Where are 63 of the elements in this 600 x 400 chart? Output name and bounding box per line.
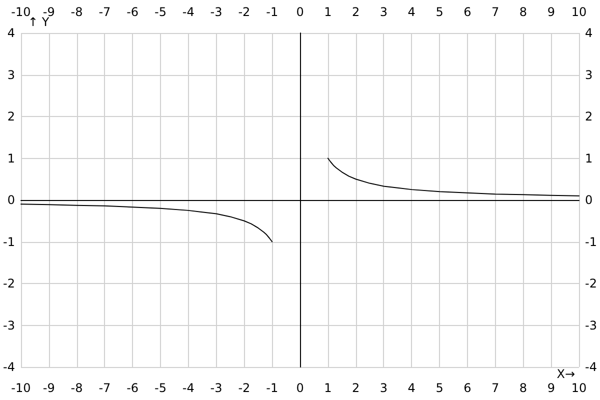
x2-tick-label: 9 — [547, 5, 555, 19]
x2-tick-label: -6 — [126, 5, 139, 19]
y-axis-title: ↑ Y — [28, 15, 50, 29]
x-tick-label: 2 — [352, 381, 360, 395]
y2-tick-label: 3 — [585, 68, 593, 82]
y-tick-label: 3 — [7, 68, 15, 82]
x-tick-label: 5 — [436, 381, 444, 395]
x-tick-label: -7 — [98, 381, 111, 395]
x-tick-label: -9 — [42, 381, 55, 395]
y-tick-label: -4 — [2, 360, 15, 374]
y2-tick-label: 4 — [585, 26, 593, 40]
x2-tick-label: 4 — [408, 5, 416, 19]
y2-tick-label: 0 — [585, 193, 593, 207]
x-tick-label: 0 — [296, 381, 304, 395]
x2-tick-label: 1 — [324, 5, 332, 19]
x-tick-label: -10 — [11, 381, 31, 395]
x2-tick-label: -1 — [266, 5, 278, 19]
y2-tick-label: -1 — [585, 234, 598, 249]
y-tick-label: 2 — [7, 110, 15, 124]
line-series — [20, 204, 273, 242]
x-tick-label: -6 — [126, 381, 139, 395]
x-tick-label: -4 — [182, 381, 194, 395]
x2-tick-label: 10 — [571, 5, 587, 19]
x-tick-label: -8 — [70, 381, 83, 395]
x-tick-label: 1 — [324, 381, 332, 395]
x-tick-label: 3 — [380, 381, 388, 395]
x2-tick-label: 3 — [380, 5, 388, 19]
x-tick-label: 4 — [408, 381, 416, 395]
y-tick-label: -2 — [2, 276, 15, 290]
x-tick-label: -5 — [154, 381, 166, 395]
y2-tick-label: -3 — [585, 318, 598, 332]
x-tick-label: 7 — [492, 381, 500, 395]
x2-tick-label: -5 — [154, 5, 166, 19]
x2-tick-label: 6 — [464, 5, 472, 19]
x2-tick-label: 7 — [492, 5, 500, 19]
x2-tick-label: -3 — [210, 5, 222, 19]
x2-tick-label: -2 — [238, 5, 250, 19]
x-tick-label: -1 — [266, 381, 278, 395]
x-tick-label: -3 — [210, 381, 222, 395]
line-series — [327, 158, 580, 196]
y-tick-label: 0 — [7, 193, 15, 207]
x-tick-label: -2 — [238, 381, 250, 395]
x-tick-label: 6 — [464, 381, 472, 395]
y2-tick-label: 1 — [585, 151, 593, 166]
y-tick-label: -3 — [2, 318, 15, 332]
x-axis-title: X→ — [556, 367, 576, 381]
x-tick-label: 8 — [519, 381, 528, 395]
x2-tick-label: 2 — [352, 5, 360, 19]
y2-tick-label: -4 — [585, 360, 598, 374]
y2-tick-label: -2 — [585, 276, 598, 290]
y-tick-label: 1 — [7, 151, 15, 166]
x2-tick-label: 8 — [519, 5, 528, 19]
x2-tick-label: -4 — [182, 5, 194, 19]
x2-tick-label: -7 — [98, 5, 111, 19]
y-tick-label: 4 — [7, 26, 15, 40]
y2-tick-label: 2 — [585, 110, 593, 124]
x2-tick-label: 0 — [296, 5, 304, 19]
x-tick-label: 9 — [547, 381, 555, 395]
x-tick-label: 10 — [571, 381, 587, 395]
x2-tick-label: -10 — [11, 5, 31, 19]
x2-tick-label: -8 — [70, 5, 83, 19]
y-tick-label: -1 — [2, 234, 15, 249]
x2-tick-label: 5 — [436, 5, 444, 19]
